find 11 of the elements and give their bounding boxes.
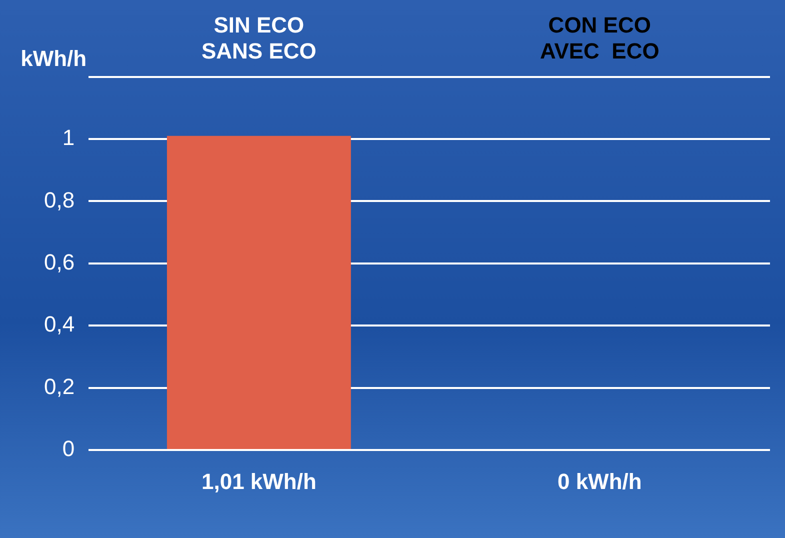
y-tick-label: 1 xyxy=(62,125,75,150)
x-tick-label: CON ECO AVEC ECO xyxy=(540,12,660,64)
data-label: 0 kWh/h xyxy=(557,469,642,494)
y-tick-label: 0,8 xyxy=(44,187,75,212)
y-tick-label: 0 xyxy=(62,436,75,462)
x-tick-label: SIN ECO SANS ECO xyxy=(201,12,316,64)
y-tick-label: 0,4 xyxy=(44,312,75,337)
y-tick-label: 0,2 xyxy=(44,374,75,399)
data-label: 1,01 kWh/h xyxy=(201,469,316,494)
y-axis-title: kWh/h xyxy=(20,46,87,71)
y-tick-label: 0,6 xyxy=(44,249,75,274)
